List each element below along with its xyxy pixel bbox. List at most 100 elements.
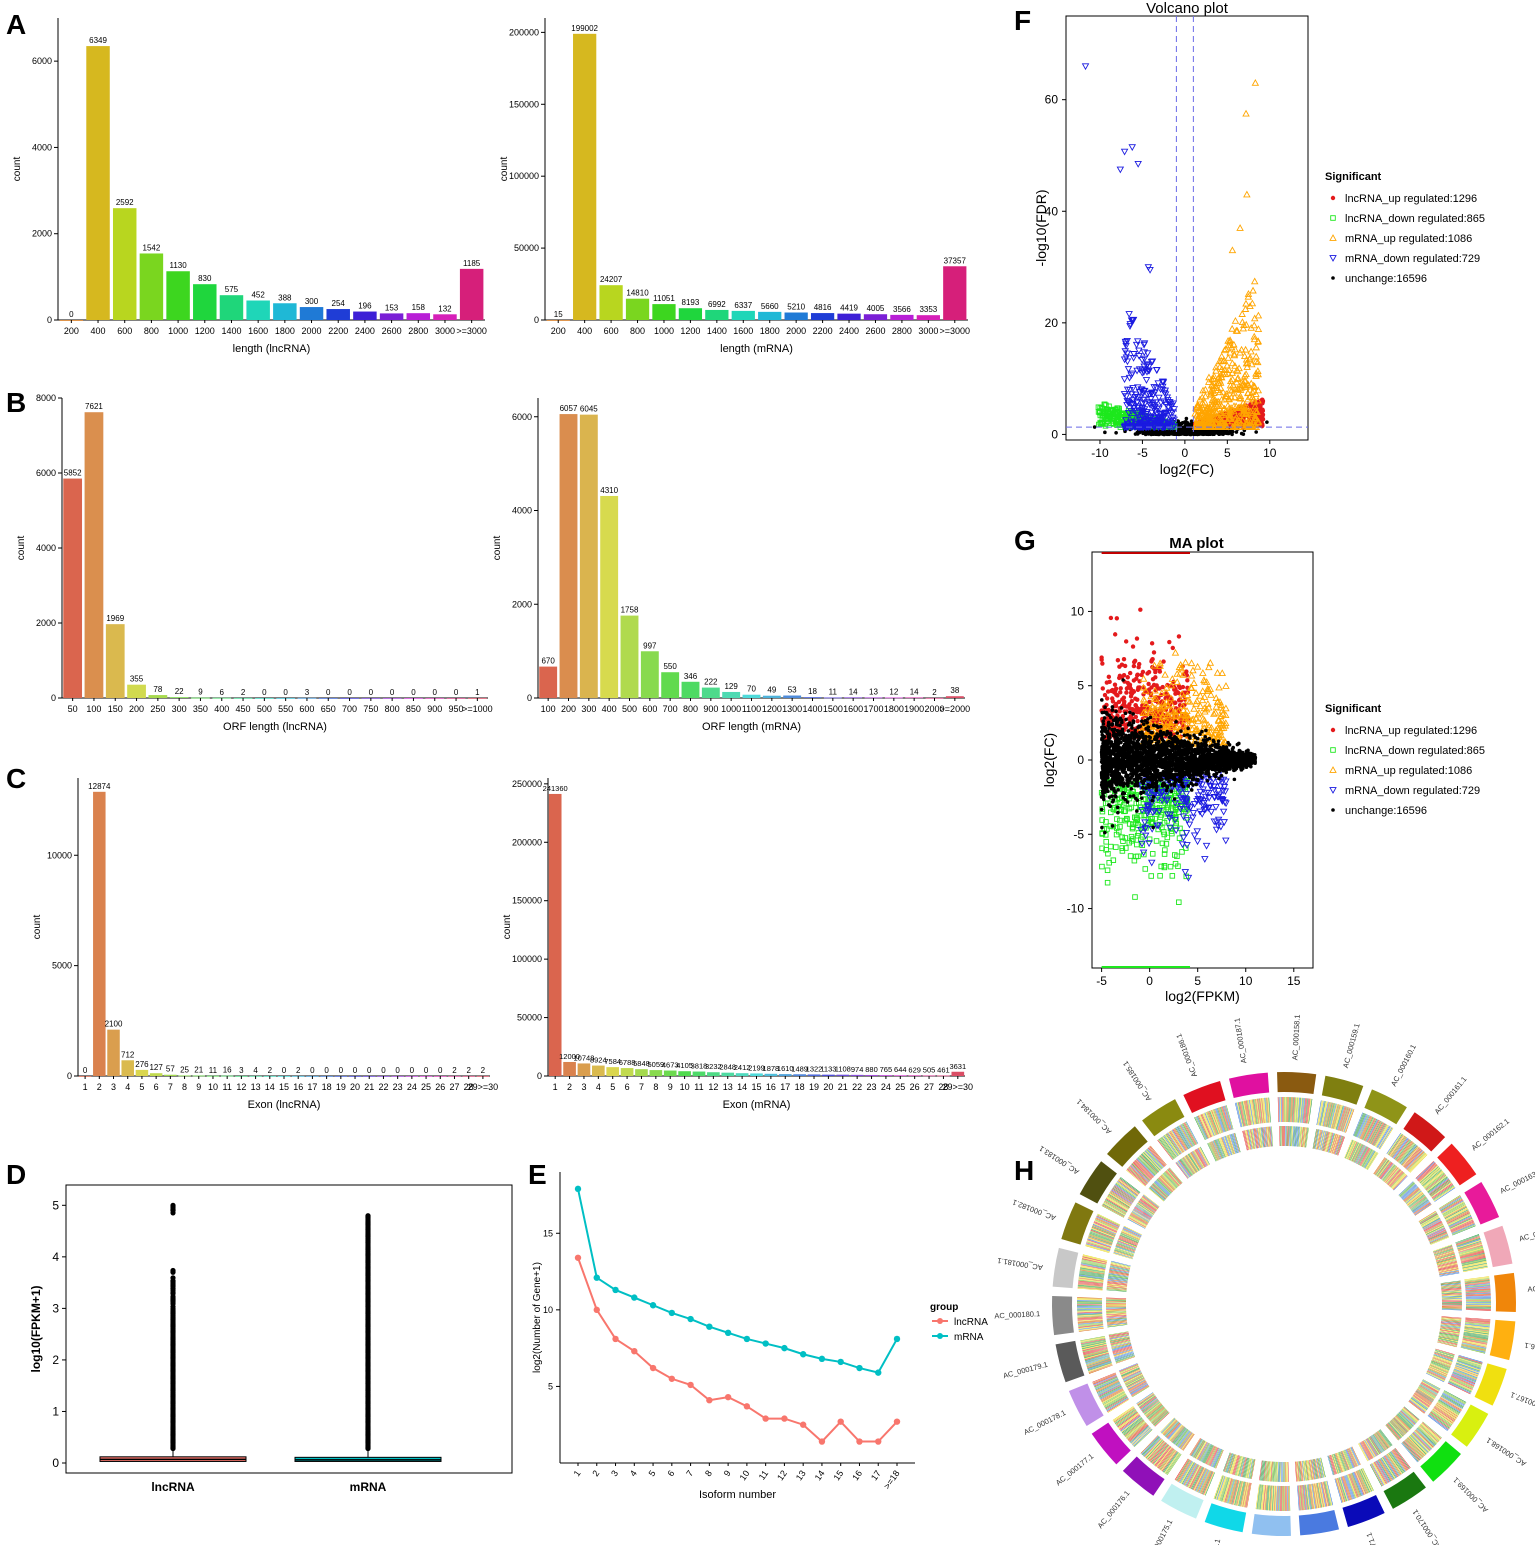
x-tick-label: 100 [541,704,556,714]
y-tick-label: 15 [543,1228,553,1238]
bar [778,1074,792,1076]
x-tick-label: 400 [214,704,229,714]
point-lncrna-up [1113,686,1119,691]
data-label: 6992 [708,300,726,309]
point-lncrna-up [1133,702,1138,708]
x-tick-label: 700 [663,704,678,714]
x-tick-label: 2200 [813,326,833,336]
data-label: 880 [865,1065,878,1074]
point-lncrna-up [1129,699,1134,704]
point-mrna-up [1329,234,1337,241]
bar [762,695,781,698]
x-tick-label: 16 [293,1082,303,1092]
y-tick-label: 6000 [32,56,52,66]
data-label: 0 [324,1066,329,1075]
bar [731,310,755,320]
x-tick-label: 1 [553,1082,558,1092]
x-tick-label: 2000 [786,326,806,336]
y-tick-label: 5 [1077,679,1084,693]
data-label: 24207 [600,275,623,284]
bar [592,1065,605,1076]
bar [600,495,619,698]
y-tick-label: 6000 [512,412,532,422]
y-axis-title: count [502,915,513,940]
point-lncrna-up [1110,696,1115,701]
data-label: 3566 [893,305,911,314]
x-tick-label: 10 [738,1468,752,1482]
bar [84,412,104,698]
x-axis-title: Isoform number [699,1489,776,1501]
data-label: 2100 [105,1020,123,1029]
bar [893,1075,907,1077]
data-label: 53 [788,686,797,695]
point-unchange [1178,431,1183,435]
legend-key-point [937,1333,943,1339]
data-label: 12000 [559,1052,580,1061]
point-lncrna-up [1149,658,1155,663]
point-lncrna-up [1121,656,1127,662]
data-label: 129 [724,682,738,691]
y-tick-label: 0 [537,1071,542,1081]
bar [758,311,782,320]
x-tick-label: 28 [938,1082,948,1092]
x-tick-label: >=3000 [940,326,971,336]
legend-label: lncRNA_down regulated:865 [1345,213,1485,225]
x-tick-label: 50 [68,704,78,714]
x-tick-label: 3 [609,1468,620,1478]
x-tick-label: 7 [639,1082,644,1092]
point-lncrna-up [1112,682,1118,687]
point-lncrna-up [1185,678,1190,683]
x-tick-label: 800 [630,326,645,336]
bar [890,314,914,320]
x-tick-label: >=3000 [456,326,487,336]
x-tick-label: 2600 [865,326,885,336]
bar [705,309,729,320]
data-label: 1185 [463,259,481,268]
data-label: 12874 [88,782,111,791]
bar [678,308,703,320]
data-label: 0 [390,688,395,697]
point-lncrna-up [1125,675,1130,680]
bar [735,1073,749,1076]
x-tick-label: 1900 [904,704,924,714]
data-label: 2412 [734,1063,751,1072]
x-tick-label: 0 [1146,974,1153,988]
bar [379,313,404,320]
point-unchange [1114,430,1118,435]
x-tick-label: 1100 [742,704,761,714]
series-point [856,1438,863,1445]
point-unchange [1241,432,1246,436]
bar [192,1075,206,1077]
point-lncrna-up [1133,696,1138,701]
x-tick-label: 0 [1182,446,1189,460]
x-tick-label: 12 [236,1082,246,1092]
data-label: 2 [466,1066,471,1075]
y-axis-title: count [492,536,503,561]
bar [539,666,558,698]
x-tick-label: 1500 [823,704,843,714]
y-tick-label: 2000 [36,618,56,628]
bar [563,1061,576,1076]
x-tick-label: 20 [350,1082,360,1092]
y-axis-title: -log10(FDR) [1033,189,1049,266]
bar [793,1074,806,1076]
data-label: 4816 [814,303,832,312]
point-lncrna-up [1180,684,1186,690]
point-lncrna-up [1123,639,1129,644]
x-tick-label: 1 [83,1082,88,1092]
point-unchange [1188,432,1193,437]
series-line-mrna [577,1188,898,1374]
point-lncrna-up [1131,663,1137,669]
data-label: 575 [225,285,239,294]
x-tick-label: 23 [393,1082,403,1092]
point-lncrna-up [1130,644,1136,649]
bar [701,687,720,698]
x-tick-label: 22 [378,1082,388,1092]
point-lncrna-down [1330,215,1336,221]
point-lncrna-up [1330,195,1336,201]
y-tick-label: 60 [1045,93,1059,107]
point-lncrna-up [1114,616,1120,621]
bar [783,695,802,698]
series-point [574,1254,582,1261]
